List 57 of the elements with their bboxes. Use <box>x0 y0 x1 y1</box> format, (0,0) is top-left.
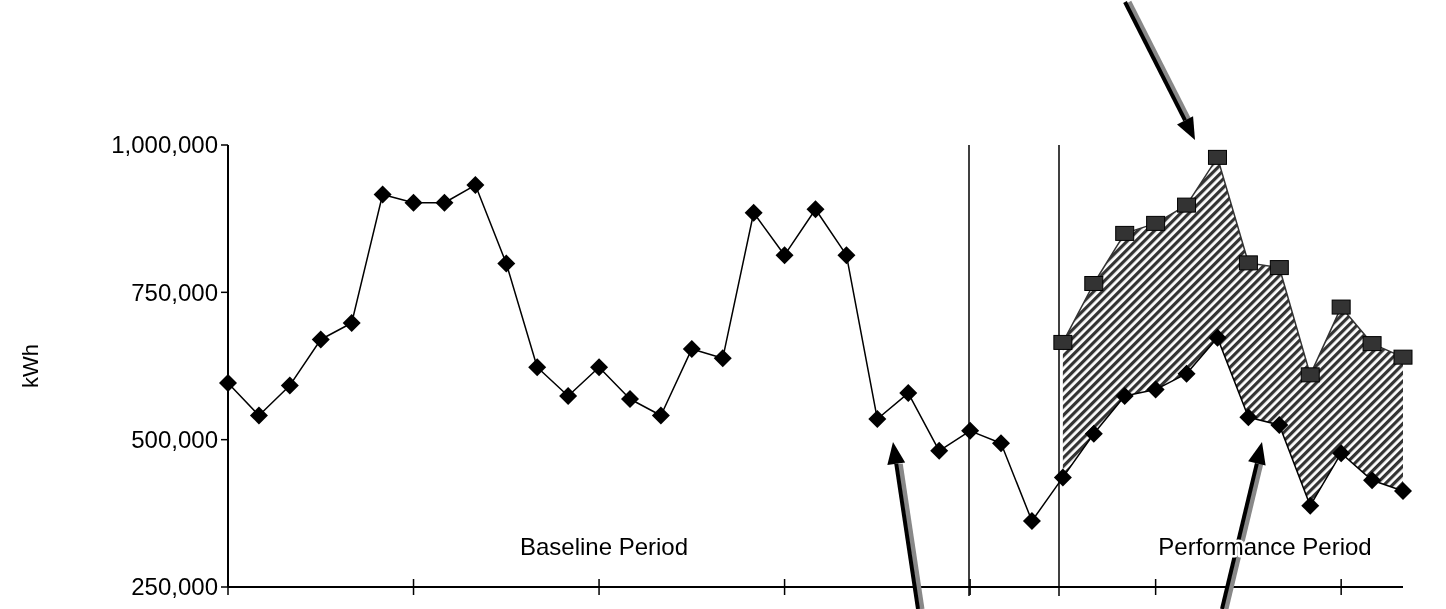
point <box>930 441 949 460</box>
y-tick-label: 1,000,000 <box>111 131 218 159</box>
point <box>713 349 732 368</box>
y-axis-title: kWh <box>18 344 43 388</box>
point <box>311 330 330 349</box>
point <box>1053 334 1073 350</box>
point <box>1301 496 1320 515</box>
point <box>466 176 485 195</box>
point <box>1084 275 1104 291</box>
y-tick-label: 250,000 <box>131 573 218 601</box>
point <box>1270 415 1289 434</box>
annotation: Baseline Period <box>519 533 689 561</box>
point <box>744 203 763 222</box>
point <box>1393 349 1413 365</box>
point <box>1394 481 1412 500</box>
point <box>497 254 516 273</box>
point <box>899 384 918 403</box>
point <box>280 376 299 395</box>
point <box>1115 387 1134 406</box>
point <box>1177 197 1197 213</box>
point <box>1363 471 1382 490</box>
point <box>342 313 361 332</box>
point <box>1146 380 1165 399</box>
point <box>775 246 794 265</box>
point <box>528 358 547 377</box>
point <box>961 421 980 440</box>
point <box>1238 255 1258 271</box>
point <box>837 246 856 265</box>
point <box>1332 444 1351 463</box>
point <box>682 339 701 358</box>
point <box>992 434 1011 453</box>
point <box>868 410 887 429</box>
point <box>559 387 578 406</box>
point <box>1177 364 1196 383</box>
point <box>1053 468 1072 487</box>
point <box>249 406 268 425</box>
point <box>1331 299 1351 315</box>
point <box>590 358 609 377</box>
point <box>1362 336 1382 352</box>
point <box>1146 215 1166 231</box>
point <box>1300 367 1320 383</box>
point <box>651 406 670 425</box>
point <box>1084 424 1103 443</box>
y-tick-label: 750,000 <box>131 278 218 306</box>
point <box>219 374 237 393</box>
point <box>806 200 825 219</box>
point <box>1239 408 1258 427</box>
point <box>1115 225 1135 241</box>
point <box>620 390 639 408</box>
point <box>373 185 392 204</box>
point <box>1208 328 1227 347</box>
y-tick-label: 500,000 <box>131 426 218 454</box>
point <box>1022 511 1041 530</box>
point <box>435 193 454 212</box>
point <box>1269 260 1289 276</box>
point <box>404 193 423 212</box>
point <box>1207 149 1227 165</box>
